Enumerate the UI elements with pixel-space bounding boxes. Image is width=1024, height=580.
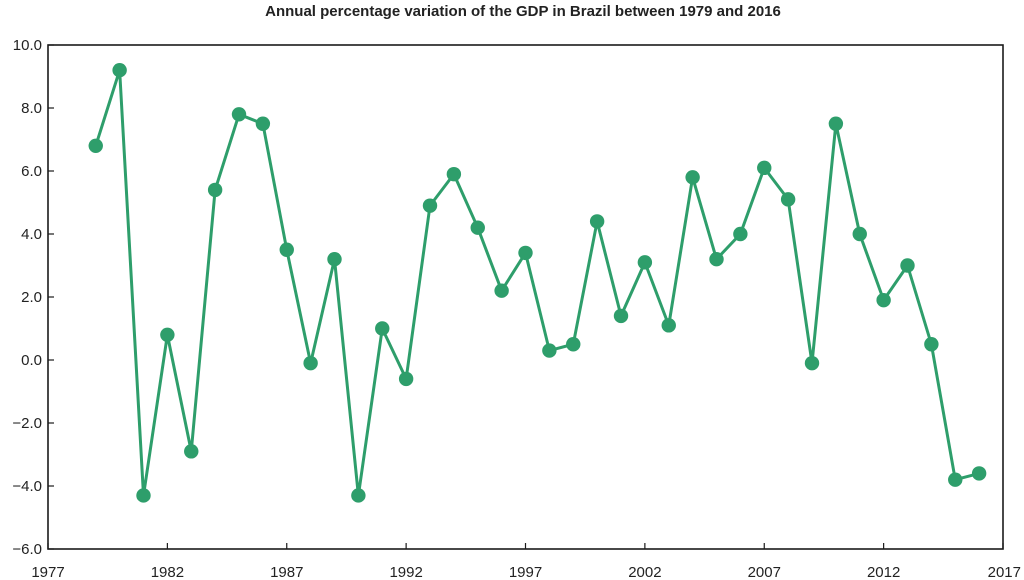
data-point-2014 (924, 337, 939, 352)
data-point-1994 (446, 166, 462, 182)
data-point-1998 (542, 343, 557, 358)
x-tick-label: 2012 (867, 564, 900, 580)
data-point-1980 (112, 62, 127, 78)
data-point-2004 (685, 170, 700, 185)
data-point-1983 (184, 444, 199, 459)
data-point-1984 (207, 182, 223, 198)
data-point-2007 (757, 160, 772, 176)
y-tick-label: −6.0 (12, 541, 42, 558)
series-line (94, 68, 980, 497)
data-point-2016 (971, 466, 987, 481)
y-tick-label: 6.0 (21, 163, 42, 180)
data-point-1986 (255, 116, 271, 131)
data-point-1991 (375, 321, 390, 336)
data-point-2012 (876, 292, 891, 308)
x-tick-label: 2017 (988, 564, 1021, 580)
data-point-1990 (351, 488, 366, 503)
data-point-2010 (828, 116, 844, 131)
data-point-1981 (136, 488, 151, 503)
data-point-2011 (852, 226, 867, 242)
y-tick-label: 4.0 (21, 226, 42, 243)
data-point-2001 (613, 308, 629, 324)
x-tick-label: 1992 (389, 564, 422, 580)
data-point-1999 (566, 337, 581, 352)
data-point-2003 (661, 318, 676, 333)
chart-title: Annual percentage variation of the GDP i… (265, 3, 781, 20)
data-points (88, 62, 987, 503)
data-point-1987 (279, 242, 294, 257)
x-tick-label: 1997 (509, 564, 542, 580)
data-point-2015 (948, 472, 963, 487)
y-tick-label: 0.0 (21, 352, 42, 369)
plot-area (47, 44, 1004, 550)
x-tick-label: 1987 (270, 564, 303, 580)
data-point-2002 (637, 255, 653, 270)
y-tick-label: 2.0 (21, 289, 42, 306)
data-point-2013 (900, 258, 915, 273)
y-axis: 10.0 8.0 6.0 4.0 2.0 0.0 −2.0 −4.0 −6.0 (12, 37, 54, 558)
data-point-1989 (327, 252, 342, 267)
data-point-1993 (422, 198, 438, 213)
data-point-2009 (804, 355, 820, 371)
data-point-1985 (231, 107, 247, 122)
data-point-2008 (780, 192, 796, 207)
data-point-1988 (303, 355, 318, 371)
data-point-1996 (494, 283, 509, 298)
data-point-1995 (470, 220, 485, 235)
x-tick-label: 2002 (628, 564, 661, 580)
y-tick-label: 8.0 (21, 100, 42, 117)
y-tick-label: −2.0 (12, 415, 42, 432)
data-point-1982 (160, 327, 175, 342)
data-point-2000 (589, 214, 605, 229)
data-point-1979 (88, 138, 103, 153)
y-tick-label: −4.0 (12, 478, 42, 495)
data-point-1997 (518, 245, 533, 261)
data-point-2006 (733, 226, 748, 242)
y-tick-label: 10.0 (13, 37, 42, 54)
x-tick-label: 1982 (151, 564, 184, 580)
x-tick-label: 1977 (31, 564, 64, 580)
data-point-1992 (398, 371, 414, 387)
data-point-2005 (709, 252, 724, 267)
x-tick-label: 2007 (748, 564, 781, 580)
x-axis: 1977 1982 1987 1992 1997 2002 2007 2012 2017 (31, 543, 1021, 580)
